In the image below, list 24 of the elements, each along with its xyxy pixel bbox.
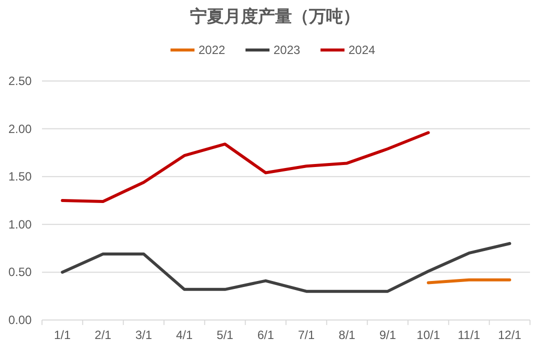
y-tick-label: 2.50 (8, 74, 32, 88)
x-tick-label: 4/1 (176, 328, 193, 342)
y-tick-label: 1.50 (8, 170, 32, 184)
x-tick-label: 10/1 (416, 328, 440, 342)
y-tick-label: 0.00 (8, 313, 32, 327)
x-tick-label: 5/1 (216, 328, 234, 342)
legend-label: 2022 (198, 43, 226, 57)
x-tick-label: 11/1 (458, 328, 481, 342)
legend-label: 2024 (348, 43, 376, 57)
x-tick-label: 3/1 (135, 328, 152, 342)
line-series (60, 131, 430, 203)
x-tick-label: 7/1 (298, 328, 315, 342)
x-tick-label: 2/1 (94, 328, 112, 342)
y-tick-label: 2.00 (8, 122, 32, 136)
x-tick-label: 6/1 (257, 328, 274, 342)
x-tick-label: 9/1 (379, 328, 396, 342)
chart-title: 宁夏月度产量（万吨） (190, 7, 360, 27)
legend-label: 2023 (274, 43, 301, 57)
x-tick-label: 1/1 (54, 328, 71, 342)
line-series (60, 242, 512, 293)
y-tick-label: 0.50 (8, 265, 32, 280)
x-tick-label: 8/1 (338, 328, 356, 342)
y-tick-label: 1.00 (8, 217, 32, 232)
x-tick-label: 12/1 (498, 328, 522, 342)
